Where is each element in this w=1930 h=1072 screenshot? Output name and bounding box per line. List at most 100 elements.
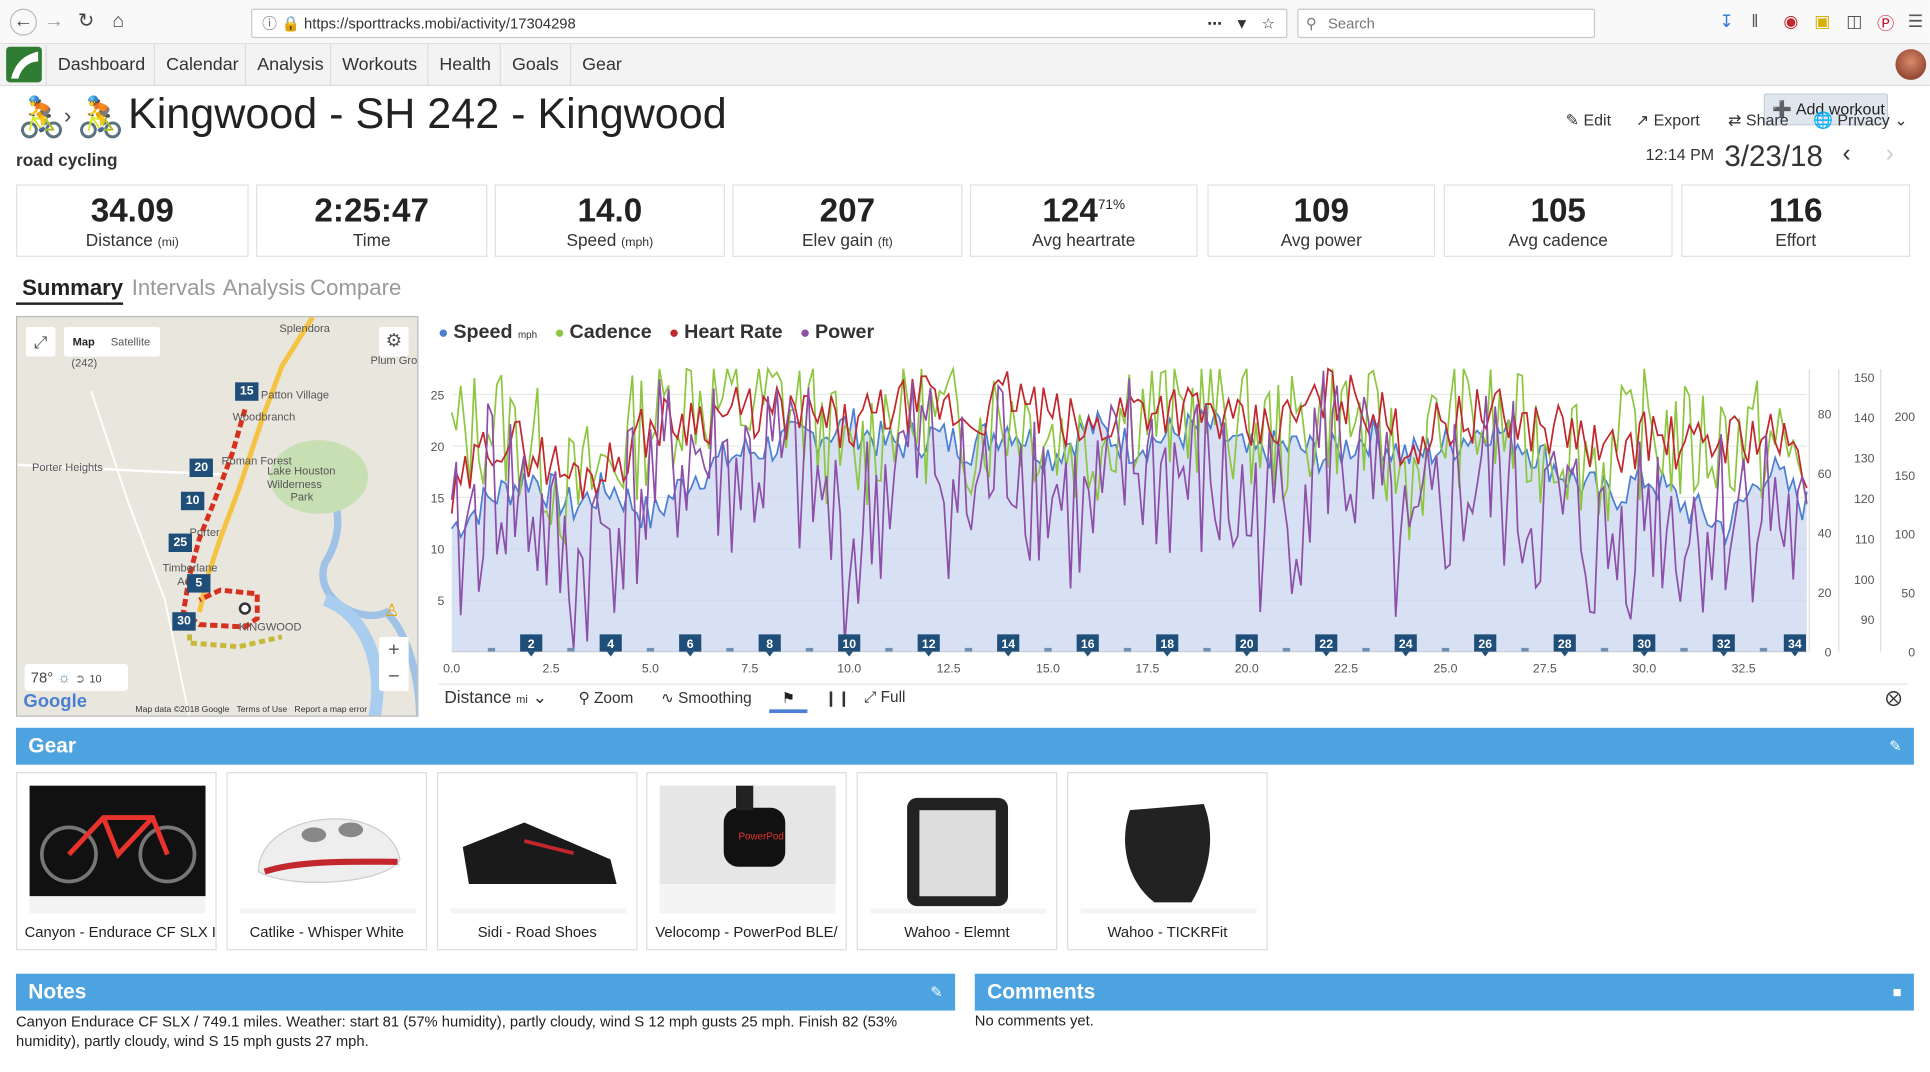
nav-gear[interactable]: Gear	[569, 44, 633, 87]
route-map[interactable]: ⤢ Map Satellite ⚙ ♙ + − 78° ☼ ➲ 10 Googl…	[16, 315, 419, 717]
pocket-icon[interactable]: ▼	[1234, 14, 1250, 32]
lap-marker[interactable]: 32	[1712, 634, 1735, 657]
gear-item[interactable]: PowerPod Velocomp - PowerPod BLE/	[646, 772, 847, 951]
lap-marker[interactable]: 12	[917, 634, 940, 657]
search-input[interactable]: ⚲ Search	[1297, 8, 1596, 39]
zoom-controls: + −	[379, 636, 409, 691]
add-workout-button[interactable]: ➕ Add workout	[1763, 93, 1889, 126]
map-mile-marker[interactable]: 25	[168, 533, 193, 553]
gear-item[interactable]: Catlike - Whisper White	[226, 772, 428, 951]
zoom-button[interactable]: ⚲ Zoom	[578, 689, 634, 707]
zoom-out-icon[interactable]: −	[388, 666, 400, 688]
legend-cadence[interactable]: ● Cadence	[554, 322, 652, 344]
map-button[interactable]: Map	[72, 335, 95, 348]
forward-icon[interactable]: →	[44, 11, 65, 32]
lap-marker[interactable]: 4	[599, 634, 622, 657]
lap-marker[interactable]: 16	[1076, 634, 1099, 657]
gear-item[interactable]: Sidi - Road Shoes	[436, 772, 638, 951]
pinterest-icon[interactable]: Ⓟ	[1876, 13, 1895, 34]
gear-label: Canyon - Endurace CF SLX I	[24, 923, 216, 941]
map-mile-marker[interactable]: 30	[172, 612, 196, 631]
more-icon[interactable]: ⋯	[1207, 14, 1223, 32]
stat-label: Avg power	[1280, 229, 1362, 250]
street-view-icon[interactable]: ♙	[384, 599, 400, 620]
report-link[interactable]: Report a map error	[294, 705, 368, 715]
pause-icon[interactable]: ❙❙	[824, 689, 851, 707]
legend-heart-rate[interactable]: ● Heart Rate	[668, 322, 783, 344]
lap-marker[interactable]: 8	[758, 634, 781, 657]
legend-speed[interactable]: ● Speed mph	[438, 322, 538, 344]
menu-icon[interactable]: ☰	[1907, 11, 1924, 31]
share-button[interactable]: ⇄ Share	[1728, 110, 1789, 130]
nav-health[interactable]: Health	[427, 44, 502, 87]
lap-marker[interactable]: 2	[520, 634, 543, 657]
fullscreen-icon[interactable]: ⤢	[25, 327, 56, 357]
nav-calendar[interactable]: Calendar	[153, 44, 250, 87]
lap-markers-toggle[interactable]: ⚑	[769, 685, 808, 714]
stat-speed: 14.0 Speed (mph)	[494, 184, 725, 257]
extension-icon[interactable]: ◉	[1783, 11, 1799, 31]
gear-icon[interactable]: ⚙	[379, 327, 409, 357]
terms-link[interactable]: Terms of Use	[236, 705, 288, 715]
satellite-button[interactable]: Satellite	[110, 335, 151, 348]
smoothing-button[interactable]: ∿ Smoothing	[660, 689, 752, 707]
nav-goals[interactable]: Goals	[499, 44, 570, 87]
edit-notes-icon[interactable]: ✎	[930, 983, 943, 1001]
lap-marker[interactable]: 20	[1235, 634, 1258, 657]
lap-marker[interactable]: 30	[1633, 634, 1656, 657]
next-activity-icon[interactable]: ›	[1885, 140, 1894, 168]
sidebar-icon[interactable]: ◫	[1846, 11, 1863, 31]
close-chart-icon[interactable]: ⨂	[1885, 688, 1902, 707]
lap-marker[interactable]: 18	[1156, 634, 1179, 657]
gear-item[interactable]: Wahoo - TICKRFit	[1067, 772, 1268, 951]
extension-2-icon[interactable]: ▣	[1814, 11, 1831, 31]
prev-activity-icon[interactable]: ‹	[1842, 140, 1851, 168]
stat-time: 2:25:47 Time	[256, 184, 488, 257]
series-line-power	[450, 370, 1808, 650]
reload-icon[interactable]: ↻	[77, 11, 95, 32]
zoom-in-icon[interactable]: +	[388, 639, 400, 661]
back-icon[interactable]: ←	[9, 8, 37, 36]
cyclist-icon: 🚴	[17, 94, 67, 139]
lap-marker[interactable]: 6	[679, 634, 702, 657]
gear-item[interactable]: Wahoo - Elemnt	[856, 772, 1058, 951]
lap-marker[interactable]: 28	[1553, 634, 1576, 657]
tab-compare[interactable]: Compare	[310, 275, 402, 300]
lap-marker[interactable]: 26	[1474, 634, 1497, 657]
map-mile-marker[interactable]: 5	[187, 574, 211, 593]
edit-gear-icon[interactable]: ✎	[1889, 737, 1902, 755]
activity-chart[interactable]: 2520151058060402001501401301201101009020…	[425, 357, 1930, 679]
axis-selector[interactable]: Distance mi ⌄	[444, 687, 548, 707]
nav-analysis[interactable]: Analysis	[244, 44, 335, 87]
lap-marker[interactable]: 24	[1394, 634, 1417, 657]
map-mile-marker[interactable]: 10	[180, 491, 205, 511]
lap-tick	[646, 647, 655, 652]
nav-dashboard[interactable]: Dashboard	[45, 44, 157, 87]
full-button[interactable]: ⤢ Full	[864, 688, 906, 706]
download-icon[interactable]: ↧	[1719, 11, 1734, 31]
gear-item[interactable]: Canyon - Endurace CF SLX I	[16, 772, 217, 951]
lap-marker[interactable]: 22	[1315, 634, 1338, 657]
tab-summary[interactable]: Summary	[22, 275, 124, 300]
home-icon[interactable]: ⌂	[112, 11, 125, 32]
bookmark-star-icon[interactable]: ☆	[1261, 14, 1275, 32]
sporttracks-logo[interactable]	[6, 46, 42, 83]
nav-workouts[interactable]: Workouts	[329, 44, 428, 87]
lap-marker[interactable]: 10	[838, 634, 861, 657]
library-icon[interactable]: ‖	[1751, 11, 1759, 31]
lap-marker[interactable]: 34	[1783, 634, 1806, 657]
tab-intervals[interactable]: Intervals	[131, 275, 216, 300]
url-bar[interactable]: ⓘ 🔒 https://sporttracks.mobi/activity/17…	[251, 8, 1288, 39]
map-mile-marker[interactable]: 20	[189, 458, 213, 478]
privacy-button[interactable]: 🌐 Privacy ⌄	[1812, 110, 1908, 130]
comment-icon[interactable]: ■	[1892, 983, 1902, 1001]
lap-marker[interactable]: 14	[997, 634, 1020, 657]
stat-label: Distance (mi)	[85, 229, 179, 250]
map-mile-marker[interactable]: 15	[235, 382, 259, 401]
gear-image	[870, 785, 1047, 914]
tab-analysis[interactable]: Analysis	[222, 275, 306, 300]
avatar[interactable]	[1895, 49, 1927, 80]
edit-button[interactable]: ✎ Edit	[1565, 110, 1612, 130]
legend-power[interactable]: ● Power	[799, 322, 875, 344]
export-button[interactable]: ↗ Export	[1635, 110, 1700, 130]
